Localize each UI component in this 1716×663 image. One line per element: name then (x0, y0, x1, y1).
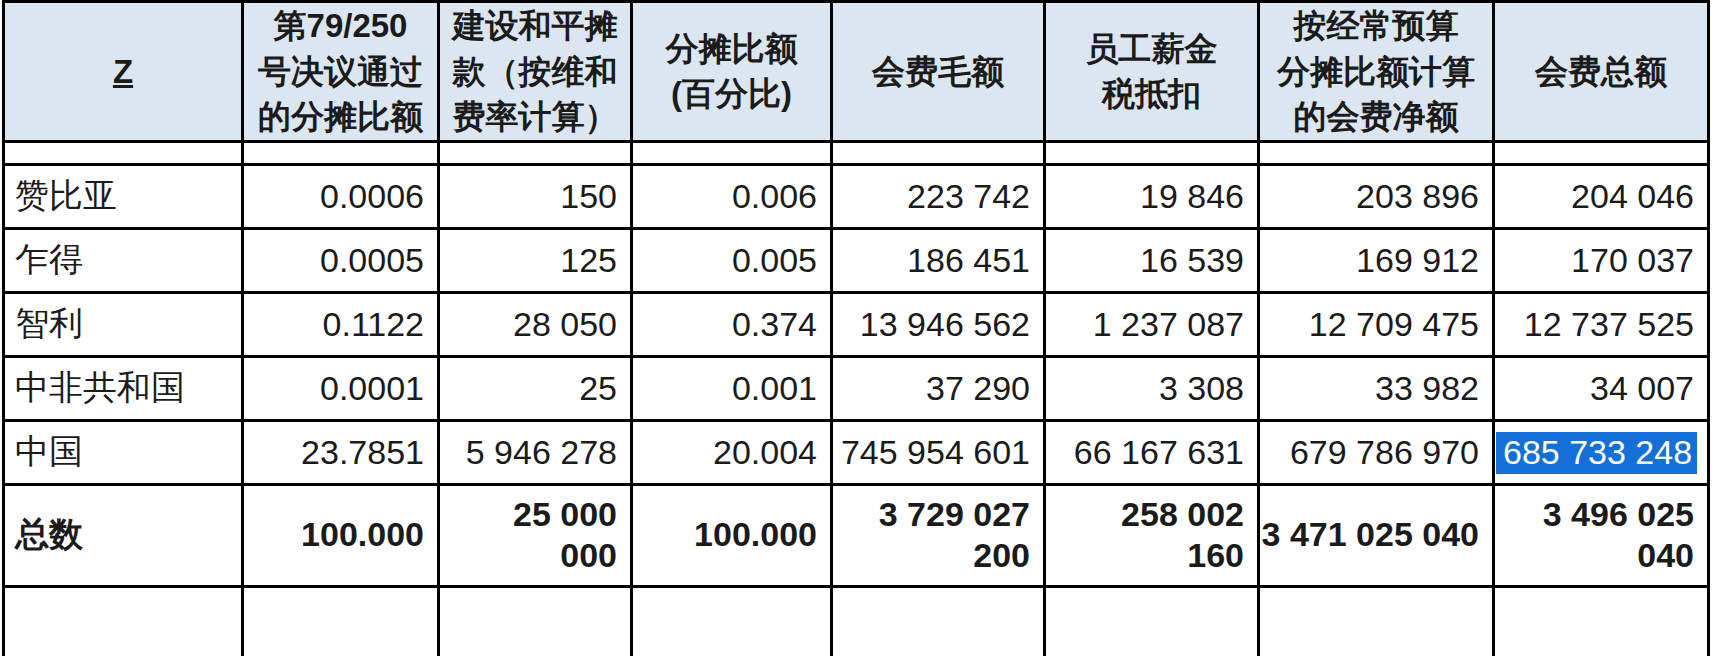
cell-rate-percent: 0.001 (632, 356, 832, 420)
empty-cell (1259, 141, 1494, 164)
empty-cell (243, 586, 439, 656)
cell-total: 34 007 (1494, 356, 1709, 420)
col-header-resolution-rate: 第79/250 号决议通过 的分摊比额 (243, 2, 439, 142)
row-total: 总数 100.000 25 000 000 100.000 3 729 027 … (4, 484, 1709, 586)
empty-cell (1259, 586, 1494, 656)
col-header-total: 会费总额 (1494, 2, 1709, 142)
cell-gross: 13 946 562 (832, 292, 1045, 356)
col-header-peacebuilding: 建设和平摊 款（按维和 费率计算） (439, 2, 632, 142)
country-name: 赞比亚 (4, 164, 243, 228)
cell-rate-percent: 100.000 (632, 484, 832, 586)
empty-cell (243, 141, 439, 164)
table-header: Z 第79/250 号决议通过 的分摊比额 建设和平摊 款（按维和 费率计算） … (4, 2, 1709, 142)
col-header-gross: 会费毛额 (832, 2, 1045, 142)
empty-cell (4, 141, 243, 164)
cell-staff-assessment: 19 846 (1045, 164, 1259, 228)
row-central-african-republic: 中非共和国 0.0001 25 0.001 37 290 3 308 33 98… (4, 356, 1709, 420)
empty-cell (439, 141, 632, 164)
cell-resolution-rate: 0.1122 (243, 292, 439, 356)
empty-cell (1045, 586, 1259, 656)
cell-peacebuilding: 25 000 000 (439, 484, 632, 586)
empty-cell (632, 586, 832, 656)
cell-gross: 186 451 (832, 228, 1045, 292)
document-page: Z 第79/250 号决议通过 的分摊比额 建设和平摊 款（按维和 费率计算） … (0, 0, 1716, 663)
cell-resolution-rate: 0.0001 (243, 356, 439, 420)
cell-net: 33 982 (1259, 356, 1494, 420)
country-name: 乍得 (4, 228, 243, 292)
cell-peacebuilding: 28 050 (439, 292, 632, 356)
country-name: 智利 (4, 292, 243, 356)
total-label: 总数 (4, 484, 243, 586)
cell-net: 169 912 (1259, 228, 1494, 292)
cell-staff-assessment: 66 167 631 (1045, 420, 1259, 484)
cell-net: 203 896 (1259, 164, 1494, 228)
cell-staff-assessment: 1 237 087 (1045, 292, 1259, 356)
cell-staff-assessment: 3 308 (1045, 356, 1259, 420)
assessment-table: Z 第79/250 号决议通过 的分摊比额 建设和平摊 款（按维和 费率计算） … (2, 0, 1710, 656)
cell-resolution-rate: 23.7851 (243, 420, 439, 484)
previous-row-fragment (4, 141, 1709, 164)
cell-total: 204 046 (1494, 164, 1709, 228)
cell-peacebuilding: 25 (439, 356, 632, 420)
empty-cell (4, 586, 243, 656)
empty-cell (832, 586, 1045, 656)
col-header-rate-percent: 分摊比额 (百分比) (632, 2, 832, 142)
cell-peacebuilding: 5 946 278 (439, 420, 632, 484)
section-letter: Z (113, 53, 133, 90)
cell-staff-assessment: 16 539 (1045, 228, 1259, 292)
cell-total: 12 737 525 (1494, 292, 1709, 356)
country-name: 中国 (4, 420, 243, 484)
empty-cell (632, 141, 832, 164)
cell-peacebuilding: 125 (439, 228, 632, 292)
cell-net: 3 471 025 040 (1259, 484, 1494, 586)
cell-gross: 37 290 (832, 356, 1045, 420)
cell-staff-assessment: 258 002 160 (1045, 484, 1259, 586)
header-row: Z 第79/250 号决议通过 的分摊比额 建设和平摊 款（按维和 费率计算） … (4, 2, 1709, 142)
empty-cell (439, 586, 632, 656)
empty-cell (1494, 141, 1709, 164)
cell-gross: 745 954 601 (832, 420, 1045, 484)
cell-rate-percent: 0.005 (632, 228, 832, 292)
cell-resolution-rate: 0.0005 (243, 228, 439, 292)
country-name: 中非共和国 (4, 356, 243, 420)
cell-rate-percent: 0.374 (632, 292, 832, 356)
cell-total: 685 733 248 (1494, 420, 1709, 484)
empty-cell (832, 141, 1045, 164)
selected-value-highlight[interactable]: 685 733 248 (1496, 432, 1697, 474)
col-header-staff-assessment: 员工薪金 税抵扣 (1045, 2, 1259, 142)
row-chad: 乍得 0.0005 125 0.005 186 451 16 539 169 9… (4, 228, 1709, 292)
cell-peacebuilding: 150 (439, 164, 632, 228)
cell-resolution-rate: 100.000 (243, 484, 439, 586)
cell-rate-percent: 20.004 (632, 420, 832, 484)
col-header-net: 按经常预算 分摊比额计算 的会费净额 (1259, 2, 1494, 142)
cell-net: 12 709 475 (1259, 292, 1494, 356)
cell-resolution-rate: 0.0006 (243, 164, 439, 228)
cell-net: 679 786 970 (1259, 420, 1494, 484)
empty-cell (1494, 586, 1709, 656)
cell-gross: 3 729 027 200 (832, 484, 1045, 586)
cell-gross: 223 742 (832, 164, 1045, 228)
empty-cell (1045, 141, 1259, 164)
row-zambia: 赞比亚 0.0006 150 0.006 223 742 19 846 203 … (4, 164, 1709, 228)
cell-total: 170 037 (1494, 228, 1709, 292)
cell-total: 3 496 025 040 (1494, 484, 1709, 586)
cell-rate-percent: 0.006 (632, 164, 832, 228)
next-row-fragment (4, 586, 1709, 656)
row-chile: 智利 0.1122 28 050 0.374 13 946 562 1 237 … (4, 292, 1709, 356)
row-china: 中国 23.7851 5 946 278 20.004 745 954 601 … (4, 420, 1709, 484)
col-header-letter-z: Z (4, 2, 243, 142)
